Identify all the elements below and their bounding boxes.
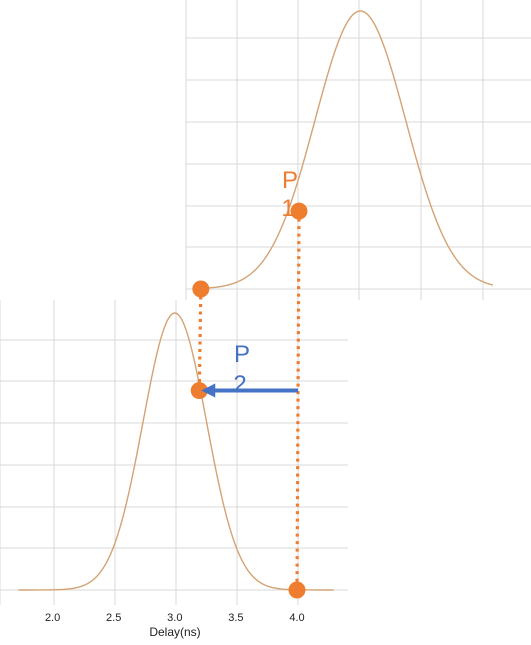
data-markers: [190, 202, 308, 599]
x-tick-label: 2.0: [45, 612, 60, 624]
annotation-p2-number: 2: [233, 371, 246, 398]
marker-bottom-4ns: [288, 581, 306, 599]
marker-top-origin: [192, 280, 210, 298]
bottom-distribution-curve: [18, 312, 334, 591]
marker-p2: [190, 382, 208, 400]
shift-arrow-head: [201, 383, 216, 398]
guide-p1-to-axis: [295, 211, 301, 591]
x-tick-label: 3.0: [167, 612, 182, 624]
projection-guides: [197, 211, 301, 591]
top-chart-grid: [185, 0, 531, 300]
guide-origin-to-p2: [197, 288, 203, 391]
annotation-p2-letter: P: [234, 341, 250, 368]
x-tick-labels: 2.0 2.5 3.0 3.5 4.0: [45, 612, 305, 624]
annotation-p1-letter: P: [282, 167, 298, 194]
top-distribution-curve: [200, 10, 494, 290]
x-tick-label: 2.5: [106, 612, 121, 624]
x-tick-label: 4.0: [289, 612, 304, 624]
bottom-chart-grid: [0, 300, 348, 605]
x-tick-label: 3.5: [228, 612, 243, 624]
annotation-p1-number: 1: [281, 195, 294, 222]
marker-p1: [290, 202, 308, 220]
shift-arrow: [201, 383, 298, 398]
x-axis-label: Delay(ns): [149, 625, 200, 639]
